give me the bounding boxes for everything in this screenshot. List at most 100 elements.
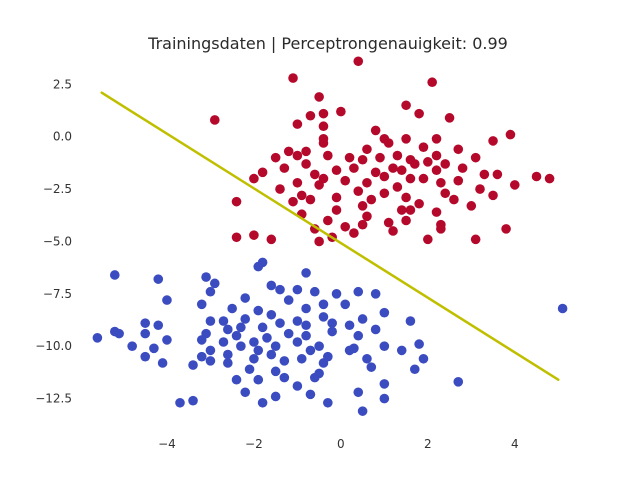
- scatter-point: [431, 207, 442, 217]
- scatter-point: [205, 286, 216, 297]
- scatter-point: [423, 157, 433, 167]
- scatter-point: [409, 159, 420, 169]
- scatter-point: [340, 175, 351, 186]
- scatter-point: [366, 362, 377, 372]
- scatter-point: [444, 113, 455, 123]
- scatter-point: [349, 228, 359, 238]
- scatter-point: [140, 318, 151, 328]
- scatter-point: [401, 192, 411, 203]
- scatter-point: [257, 322, 268, 333]
- scatter-point: [266, 349, 277, 360]
- scatter-point: [301, 303, 311, 314]
- scatter-point: [292, 381, 303, 391]
- scatter-point: [396, 345, 407, 356]
- scatter-point: [301, 268, 311, 278]
- scatter-point: [292, 284, 303, 295]
- scatter-point: [453, 144, 464, 155]
- scatter-point: [314, 341, 324, 352]
- scatter-point: [249, 173, 259, 184]
- scatter-point: [140, 328, 151, 339]
- x-tick-label: −2: [245, 437, 263, 451]
- scatter-point: [344, 152, 355, 163]
- scatter-point: [318, 299, 329, 310]
- scatter-point: [353, 56, 364, 67]
- scatter-point: [379, 307, 390, 318]
- scatter-point: [279, 372, 290, 383]
- scatter-point: [362, 211, 372, 222]
- scatter-point: [340, 221, 351, 232]
- scatter-point: [218, 316, 229, 326]
- scatter-point: [205, 316, 216, 326]
- scatter-point: [175, 397, 185, 408]
- x-tick-label: 4: [511, 437, 519, 451]
- scatter-point: [440, 188, 451, 199]
- scatter-point: [270, 341, 281, 352]
- scatter-point: [292, 337, 303, 347]
- scatter-point: [309, 286, 320, 297]
- x-axis: −4 −2 0 2 4: [158, 437, 518, 451]
- scatter-point: [414, 198, 424, 209]
- scatter-point: [283, 295, 294, 305]
- scatter-point: [479, 169, 490, 180]
- scatter-point: [427, 77, 437, 88]
- scatter-point: [327, 318, 337, 328]
- scatter-point: [383, 138, 394, 148]
- scatter-point: [379, 171, 390, 182]
- scatter-point: [418, 353, 429, 364]
- scatter-point: [223, 349, 233, 360]
- scatter-point: [275, 284, 285, 295]
- x-tick-label: −4: [158, 437, 176, 451]
- scatter-point: [109, 270, 120, 280]
- scatter-point: [388, 163, 398, 173]
- scatter-point: [357, 314, 368, 324]
- scatter-point: [414, 339, 424, 349]
- scatter-point: [492, 169, 503, 180]
- scatter-point: [362, 177, 372, 188]
- scatter-point: [283, 328, 294, 339]
- scatter-point: [405, 316, 416, 326]
- scatter-point: [305, 110, 316, 121]
- scatter-point: [240, 387, 251, 398]
- scatter-point: [423, 234, 433, 245]
- scatter-point: [223, 358, 233, 368]
- scatter-point: [270, 366, 281, 377]
- scatter-point: [409, 364, 420, 375]
- scatter-point: [331, 165, 342, 176]
- y-tick-label: −7.5: [43, 287, 72, 301]
- scatter-point: [296, 353, 307, 364]
- scatter-point: [396, 165, 407, 176]
- scatter-point: [318, 358, 329, 368]
- scatter-point: [375, 152, 385, 163]
- scatter-point: [357, 154, 368, 165]
- scatter-point: [266, 234, 277, 245]
- scatter-point: [323, 150, 333, 161]
- scatter-point: [431, 150, 442, 161]
- scatter-point: [231, 374, 242, 385]
- scatter-point: [240, 314, 251, 324]
- scatter-point: [544, 173, 555, 184]
- scatter-point: [327, 326, 337, 337]
- scatter-point: [431, 133, 442, 144]
- scatter-point: [436, 177, 446, 188]
- scatter-point: [488, 190, 498, 201]
- scatter-point: [223, 324, 233, 335]
- scatter-point: [266, 280, 277, 291]
- scatter-point: [336, 106, 346, 117]
- scatter-point: [309, 169, 320, 180]
- scatter-point: [470, 234, 481, 245]
- scatter-point: [392, 182, 403, 192]
- scatter-point: [249, 353, 259, 364]
- scatter-point: [331, 205, 342, 215]
- scatter-point: [379, 188, 390, 199]
- scatter-point: [366, 194, 377, 205]
- scatter-point: [501, 224, 511, 234]
- scatter-point: [436, 224, 446, 234]
- scatter-point: [205, 356, 216, 366]
- scatter-point: [249, 337, 259, 347]
- scatter-point: [357, 201, 368, 211]
- scatter-point: [309, 372, 320, 383]
- scatter-point: [357, 406, 368, 416]
- scatter-point: [231, 330, 242, 341]
- scatter-point: [257, 397, 268, 408]
- scatter-point: [149, 343, 159, 354]
